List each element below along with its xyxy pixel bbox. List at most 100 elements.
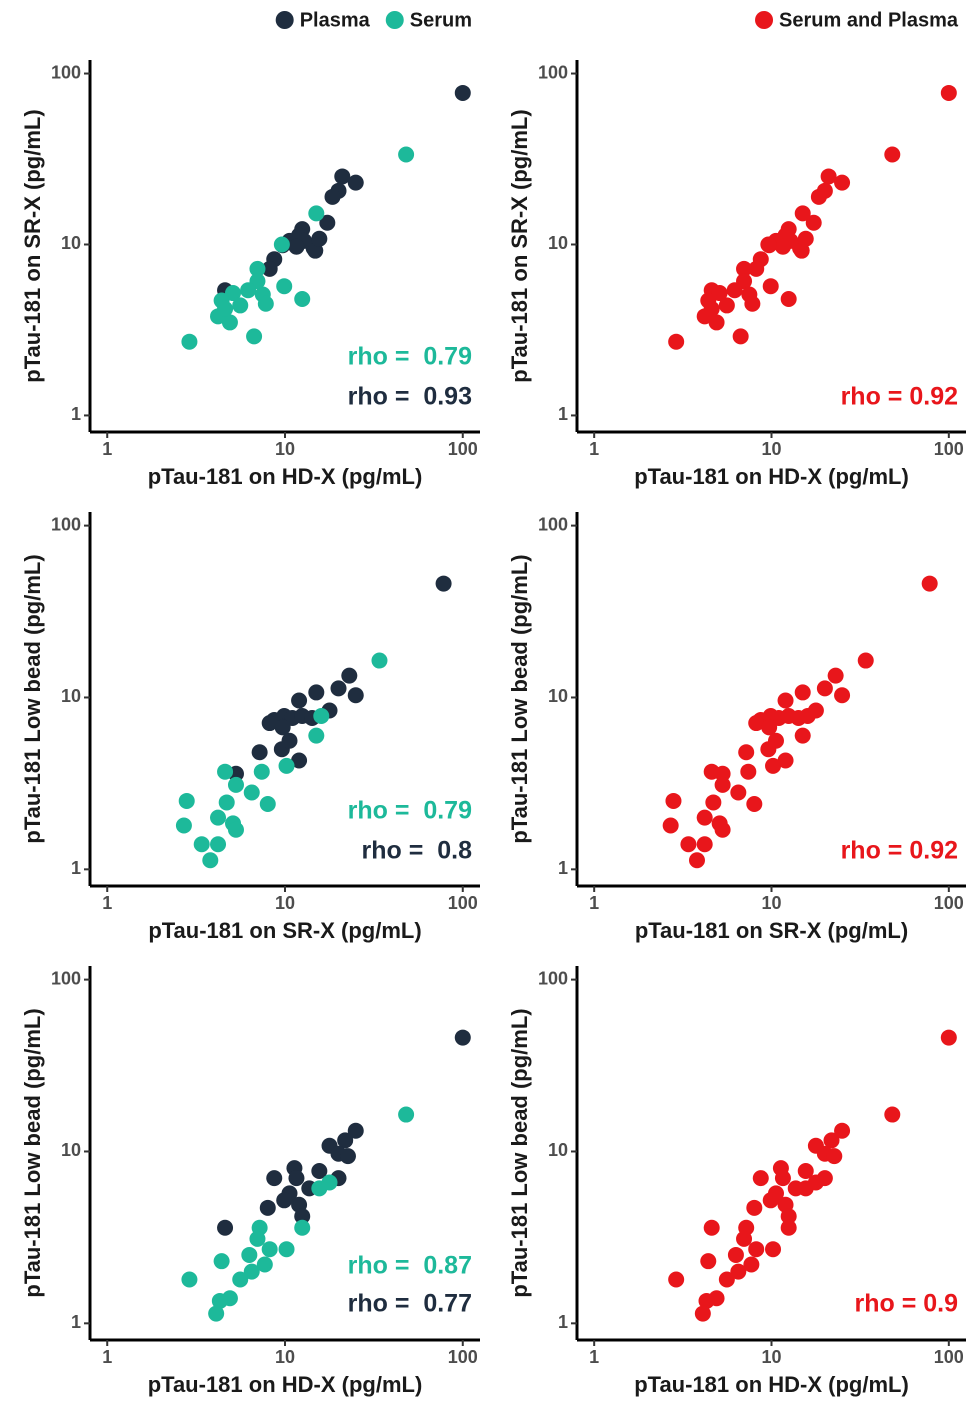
x-tick-label: 100: [448, 439, 478, 459]
y-axis-label: pTau-181 on SR-X (pg/mL): [507, 109, 532, 382]
point: [210, 809, 227, 826]
point: [703, 1219, 720, 1236]
point: [703, 763, 720, 780]
x-axis-label: pTau-181 on SR-X (pg/mL): [148, 918, 421, 943]
point: [748, 715, 765, 732]
point: [700, 1253, 717, 1270]
point: [780, 290, 797, 307]
point: [714, 821, 731, 838]
point: [711, 285, 728, 302]
point: [294, 1219, 311, 1236]
point: [217, 763, 234, 780]
y-tick-label: 10: [548, 233, 568, 253]
point: [718, 1271, 735, 1288]
point: [213, 1253, 230, 1270]
y-tick-label: 100: [538, 514, 568, 534]
point: [259, 1199, 276, 1216]
panel: 1 10 100 1 10 100 pTau-181 on HD-X (pg/mL) pTau…: [507, 966, 966, 1397]
annotation: rho = 0.8: [362, 837, 473, 865]
panel: 1 10 100 1 10 100 pTau-181 on SR-X (pg/mL) pTau…: [507, 512, 966, 943]
x-tick-label: 100: [934, 893, 964, 913]
y-tick-label: 100: [51, 62, 81, 82]
point: [748, 260, 765, 277]
point: [288, 1170, 305, 1187]
point: [339, 1148, 356, 1165]
point: [398, 1106, 415, 1123]
x-tick-label: 10: [275, 893, 295, 913]
point: [834, 1122, 851, 1139]
x-tick-label: 10: [275, 439, 295, 459]
x-axis-label: pTau-181 on HD-X (pg/mL): [148, 464, 423, 489]
point: [241, 1246, 258, 1263]
x-tick-label: 10: [275, 1347, 295, 1367]
point: [208, 1305, 225, 1322]
x-tick-label: 100: [448, 1347, 478, 1367]
point: [261, 260, 278, 277]
point: [668, 1271, 685, 1288]
point: [181, 333, 198, 350]
point: [347, 687, 364, 704]
point: [313, 708, 330, 725]
legend-marker: [385, 11, 404, 29]
annotation: rho = 0.92: [841, 837, 958, 865]
point: [743, 1256, 760, 1273]
point: [218, 794, 235, 811]
point: [696, 836, 713, 853]
x-tick-label: 100: [934, 439, 964, 459]
annotation: rho = 0.79: [348, 797, 472, 825]
point: [694, 1305, 711, 1322]
x-tick-label: 10: [761, 893, 781, 913]
y-tick-label: 1: [71, 404, 81, 424]
point: [175, 817, 192, 834]
annotation: rho = 0.87: [348, 1252, 472, 1280]
point: [211, 1292, 228, 1309]
point: [762, 1192, 779, 1209]
point: [240, 282, 257, 299]
point: [217, 300, 234, 317]
y-tick-label: 1: [71, 858, 81, 878]
y-tick-label: 1: [558, 404, 568, 424]
point: [276, 278, 293, 295]
point: [308, 205, 325, 222]
point: [688, 852, 705, 869]
point: [291, 692, 308, 709]
point: [680, 836, 697, 853]
point: [178, 792, 195, 809]
point: [780, 1208, 797, 1225]
point: [273, 236, 290, 253]
y-tick-label: 1: [558, 1312, 568, 1332]
point: [202, 852, 219, 869]
point: [311, 1162, 328, 1179]
point: [748, 1241, 765, 1258]
point: [371, 652, 388, 669]
point: [249, 260, 266, 277]
point: [780, 1219, 797, 1236]
point: [732, 328, 749, 345]
point: [261, 1241, 278, 1258]
point: [746, 795, 763, 812]
point: [820, 168, 837, 185]
y-tick-label: 1: [558, 858, 568, 878]
point: [281, 732, 298, 749]
point: [321, 1174, 338, 1191]
point: [730, 1263, 747, 1280]
legend-label: Plasma: [300, 9, 371, 31]
point: [760, 236, 777, 253]
point: [799, 708, 816, 725]
point: [259, 795, 276, 812]
point: [330, 680, 347, 697]
point: [714, 776, 731, 793]
point: [337, 1132, 354, 1149]
point: [665, 792, 682, 809]
point: [251, 744, 268, 761]
y-tick-label: 10: [548, 1140, 568, 1160]
point: [334, 168, 351, 185]
legend-label: Serum and Plasma: [779, 9, 959, 31]
point: [807, 1174, 824, 1191]
y-tick-label: 1: [71, 1312, 81, 1332]
point: [762, 278, 779, 295]
legend-label: Serum: [410, 9, 472, 31]
point: [921, 575, 938, 592]
y-tick-label: 10: [548, 686, 568, 706]
